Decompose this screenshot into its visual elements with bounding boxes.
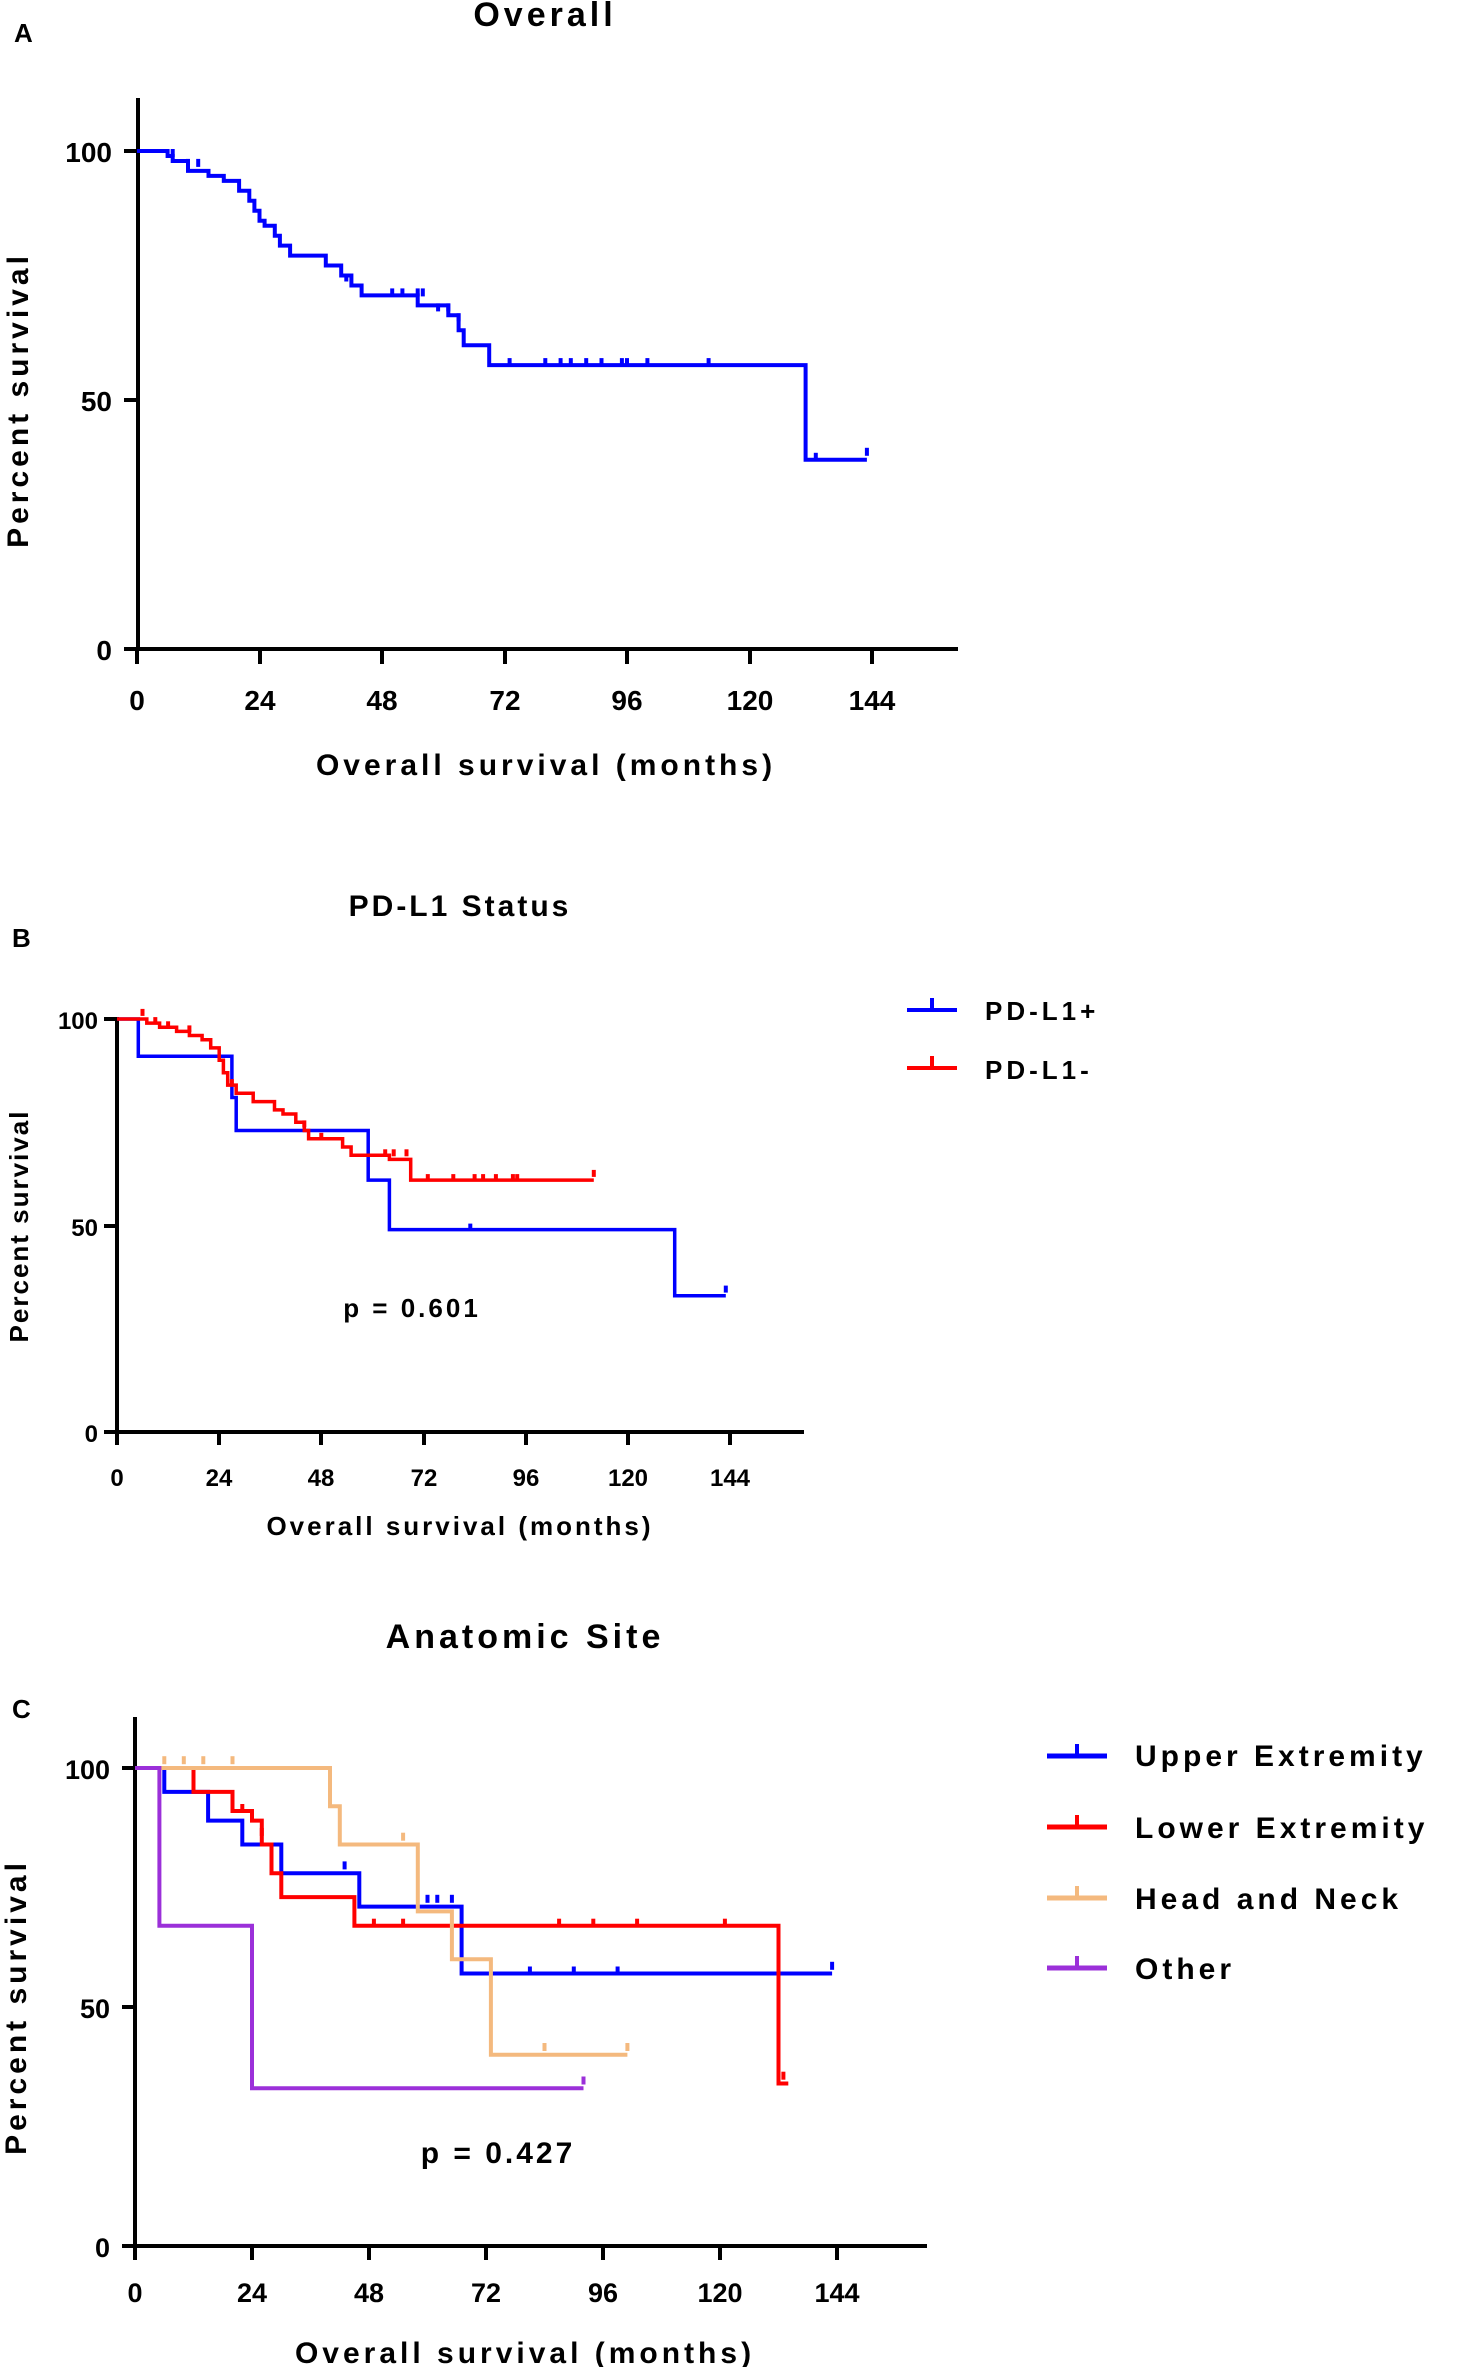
- legend-label-upper-extremity: Upper Extremity: [1135, 1740, 1427, 1773]
- panel-b-y-ticks: 100 50 0: [58, 1008, 117, 1448]
- panel-b-ytick-label-50: 50: [71, 1215, 98, 1242]
- panel-b: B PD-L1 Status 100 50 0 0 24 48 72 96 12…: [4, 890, 1099, 1541]
- panel-c-xtick-label-24: 24: [237, 2278, 267, 2308]
- panel-a-xtick-label-144: 144: [849, 685, 896, 716]
- panel-b-letter: B: [12, 923, 31, 953]
- panel-b-xtick-label-120: 120: [608, 1465, 648, 1492]
- panel-b-xtick-label-24: 24: [206, 1465, 233, 1492]
- legend-label-pd-l1-positive: PD-L1+: [985, 996, 1099, 1026]
- panel-b-xtick-label-0: 0: [110, 1465, 123, 1492]
- panel-a-xtick-label-120: 120: [727, 685, 774, 716]
- panel-c-x-ticks: 0 24 48 72 96 120 144: [127, 2246, 860, 2308]
- legend-label-head-and-neck: Head and Neck: [1135, 1883, 1402, 1916]
- panel-b-xtick-label-72: 72: [411, 1465, 438, 1492]
- panel-a: A Overall 100 50 0 0 24 48 72 96 120 144: [2, 0, 958, 782]
- legend-label-lower-extremity: Lower Extremity: [1135, 1812, 1428, 1845]
- legend-label-other: Other: [1135, 1953, 1235, 1986]
- panel-c-xtick-label-72: 72: [471, 2278, 501, 2308]
- panel-a-y-axis-label: Percent survival: [2, 252, 35, 548]
- legend-item-pd-l1-negative: PD-L1-: [907, 1055, 1093, 1085]
- panel-a-x-axis-label: Overall survival (months): [316, 749, 776, 782]
- panel-c-ytick-label-0: 0: [95, 2233, 110, 2263]
- survival-curve-head-and-neck: [135, 1766, 628, 2057]
- panel-c-series-layer: [135, 1756, 835, 2091]
- panel-b-p-value: p = 0.601: [343, 1293, 481, 1323]
- panel-a-series-layer: [137, 149, 869, 462]
- legend-item-head-and-neck: Head and Neck: [1047, 1883, 1402, 1916]
- panel-c-title: Anatomic Site: [386, 1618, 665, 1656]
- survival-curve-pd-l1-negative: [117, 1017, 594, 1182]
- panel-c-x-axis-label: Overall survival (months): [295, 2337, 755, 2367]
- panel-c-legend: Upper Extremity Lower Extremity Head and…: [1047, 1740, 1428, 1986]
- panel-a-xtick-label-0: 0: [129, 685, 145, 716]
- panel-a-xtick-label-72: 72: [489, 685, 520, 716]
- panel-c-p-value: p = 0.427: [421, 2137, 576, 2170]
- survival-curve-overall: [137, 149, 867, 462]
- panel-c-xtick-label-144: 144: [814, 2278, 859, 2308]
- legend-label-pd-l1-negative: PD-L1-: [985, 1055, 1093, 1085]
- panel-a-x-ticks: 0 24 48 72 96 120 144: [129, 649, 896, 716]
- panel-a-xtick-label-96: 96: [611, 685, 642, 716]
- panel-a-ytick-label-100: 100: [65, 137, 112, 168]
- panel-a-letter: A: [14, 18, 33, 48]
- panel-b-title: PD-L1 Status: [349, 890, 572, 923]
- panel-b-ytick-label-100: 100: [58, 1008, 98, 1035]
- panel-a-ytick-label-50: 50: [81, 386, 112, 417]
- survival-curve-other: [135, 1766, 584, 2091]
- panel-c-letter: C: [12, 1694, 31, 1724]
- panel-b-x-axis-label: Overall survival (months): [266, 1511, 653, 1541]
- panel-a-title: Overall: [473, 0, 616, 34]
- legend-item-pd-l1-positive: PD-L1+: [907, 996, 1099, 1026]
- panel-c-xtick-label-0: 0: [127, 2278, 142, 2308]
- panel-c-xtick-label-96: 96: [588, 2278, 618, 2308]
- panel-c-ytick-label-100: 100: [65, 1755, 110, 1785]
- panel-c-ytick-label-50: 50: [80, 1994, 110, 2024]
- panel-c: C Anatomic Site 100 50 0 0 24 48 72 96 1…: [0, 1618, 1428, 2367]
- legend-item-lower-extremity: Lower Extremity: [1047, 1812, 1428, 1845]
- survival-curve-upper-extremity: [135, 1766, 833, 1976]
- legend-item-upper-extremity: Upper Extremity: [1047, 1740, 1427, 1773]
- survival-curve-pd-l1-positive: [117, 1017, 726, 1298]
- panel-a-xtick-label-48: 48: [366, 685, 397, 716]
- panel-c-y-ticks: 100 50 0: [65, 1755, 135, 2263]
- panel-c-y-axis-label: Percent survival: [0, 1859, 33, 2155]
- panel-b-series-layer: [117, 1008, 728, 1298]
- panel-b-y-axis-label: Percent survival: [4, 1110, 34, 1343]
- panel-b-legend: PD-L1+ PD-L1-: [907, 996, 1099, 1085]
- panel-b-xtick-label-96: 96: [513, 1465, 540, 1492]
- panel-a-xtick-label-24: 24: [244, 685, 276, 716]
- legend-item-other: Other: [1047, 1953, 1235, 1986]
- panel-a-y-ticks: 100 50 0: [65, 137, 138, 666]
- panel-b-ytick-label-0: 0: [85, 1421, 98, 1448]
- panel-b-xtick-label-48: 48: [308, 1465, 335, 1492]
- panel-c-xtick-label-48: 48: [354, 2278, 384, 2308]
- panel-b-x-ticks: 0 24 48 72 96 120 144: [110, 1432, 751, 1492]
- panel-a-ytick-label-0: 0: [96, 635, 112, 666]
- panel-b-xtick-label-144: 144: [710, 1465, 751, 1492]
- panel-c-xtick-label-120: 120: [697, 2278, 742, 2308]
- survival-curve-lower-extremity: [135, 1766, 789, 2086]
